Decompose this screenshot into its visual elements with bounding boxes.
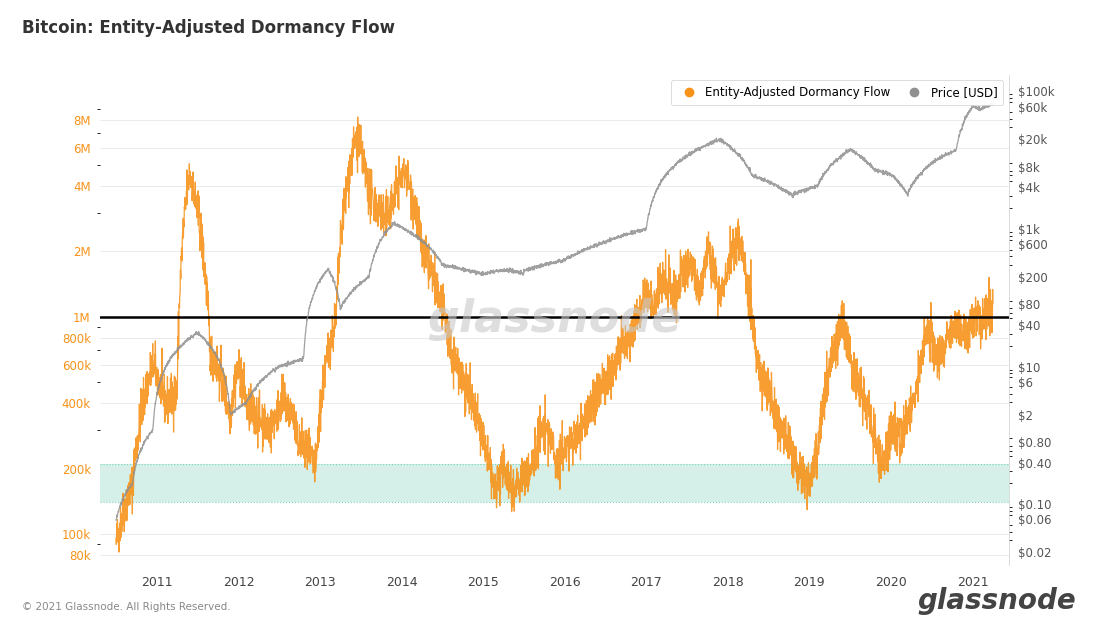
- Text: glassnode: glassnode: [917, 587, 1076, 615]
- Text: Bitcoin: Entity-Adjusted Dormancy Flow: Bitcoin: Entity-Adjusted Dormancy Flow: [22, 19, 395, 37]
- Text: glassnode: glassnode: [427, 298, 682, 342]
- Text: © 2021 Glassnode. All Rights Reserved.: © 2021 Glassnode. All Rights Reserved.: [22, 602, 231, 612]
- Bar: [100, 464, 1009, 502]
- Legend: Entity-Adjusted Dormancy Flow, Price [USD]: Entity-Adjusted Dormancy Flow, Price [US…: [671, 81, 1004, 105]
